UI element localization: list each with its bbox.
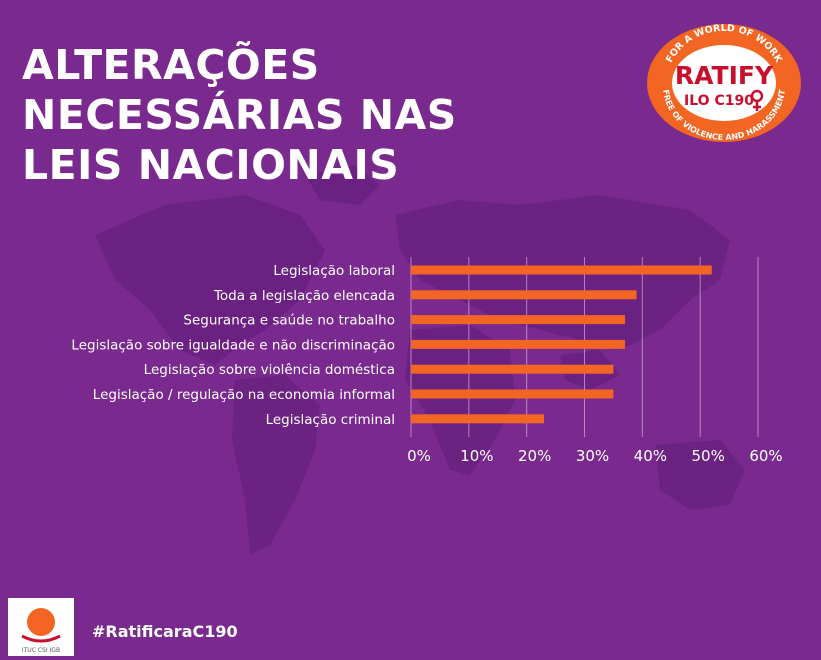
bar	[411, 315, 625, 325]
x-tick-label: 40%	[634, 447, 667, 465]
bar	[411, 364, 614, 374]
x-tick-label: 0%	[407, 447, 431, 465]
badge-sub-text: ILO C190	[684, 93, 754, 109]
category-label: Legislação sobre violência doméstica	[144, 362, 395, 378]
category-label: Toda a legislação elencada	[213, 288, 395, 304]
bar	[411, 414, 545, 424]
ituc-logo-mark: ITUC CSI IGB	[21, 608, 61, 654]
hashtag: #RatificaraC190	[92, 622, 238, 641]
title-line-1: ALTERAÇÕES	[22, 41, 320, 89]
title-line-3: LEIS NACIONAIS	[22, 141, 400, 189]
x-tick-label: 30%	[576, 447, 609, 465]
x-tick-label: 50%	[691, 447, 724, 465]
bar	[411, 290, 637, 300]
ituc-logo-text: ITUC CSI IGB	[22, 647, 60, 654]
x-tick-label: 60%	[749, 447, 782, 465]
badge-main-text: RATIFY	[675, 61, 774, 90]
x-tick-label: 10%	[460, 447, 493, 465]
category-label: Segurança e saúde no trabalho	[183, 313, 395, 329]
category-label: Legislação criminal	[266, 412, 395, 428]
female-symbol-icon	[750, 89, 764, 111]
bar	[411, 389, 614, 399]
ituc-logo: ITUC CSI IGB	[8, 598, 74, 656]
category-label: Legislação laboral	[273, 263, 395, 279]
page-title: ALTERAÇÕES NECESSÁRIAS NAS LEIS NACIONAI…	[22, 40, 457, 190]
x-tick-label: 20%	[518, 447, 551, 465]
title-line-2: NECESSÁRIAS NAS	[22, 91, 457, 139]
ratify-badge: FOR A WORLD OF WORK FREE OF VIOLENCE AND…	[647, 23, 801, 142]
category-label: Legislação sobre igualdade e não discrim…	[71, 337, 395, 353]
badge-inner	[672, 45, 776, 121]
bar	[411, 339, 625, 349]
bar	[411, 265, 712, 275]
category-label: Legislação / regulação na economia infor…	[93, 387, 395, 403]
